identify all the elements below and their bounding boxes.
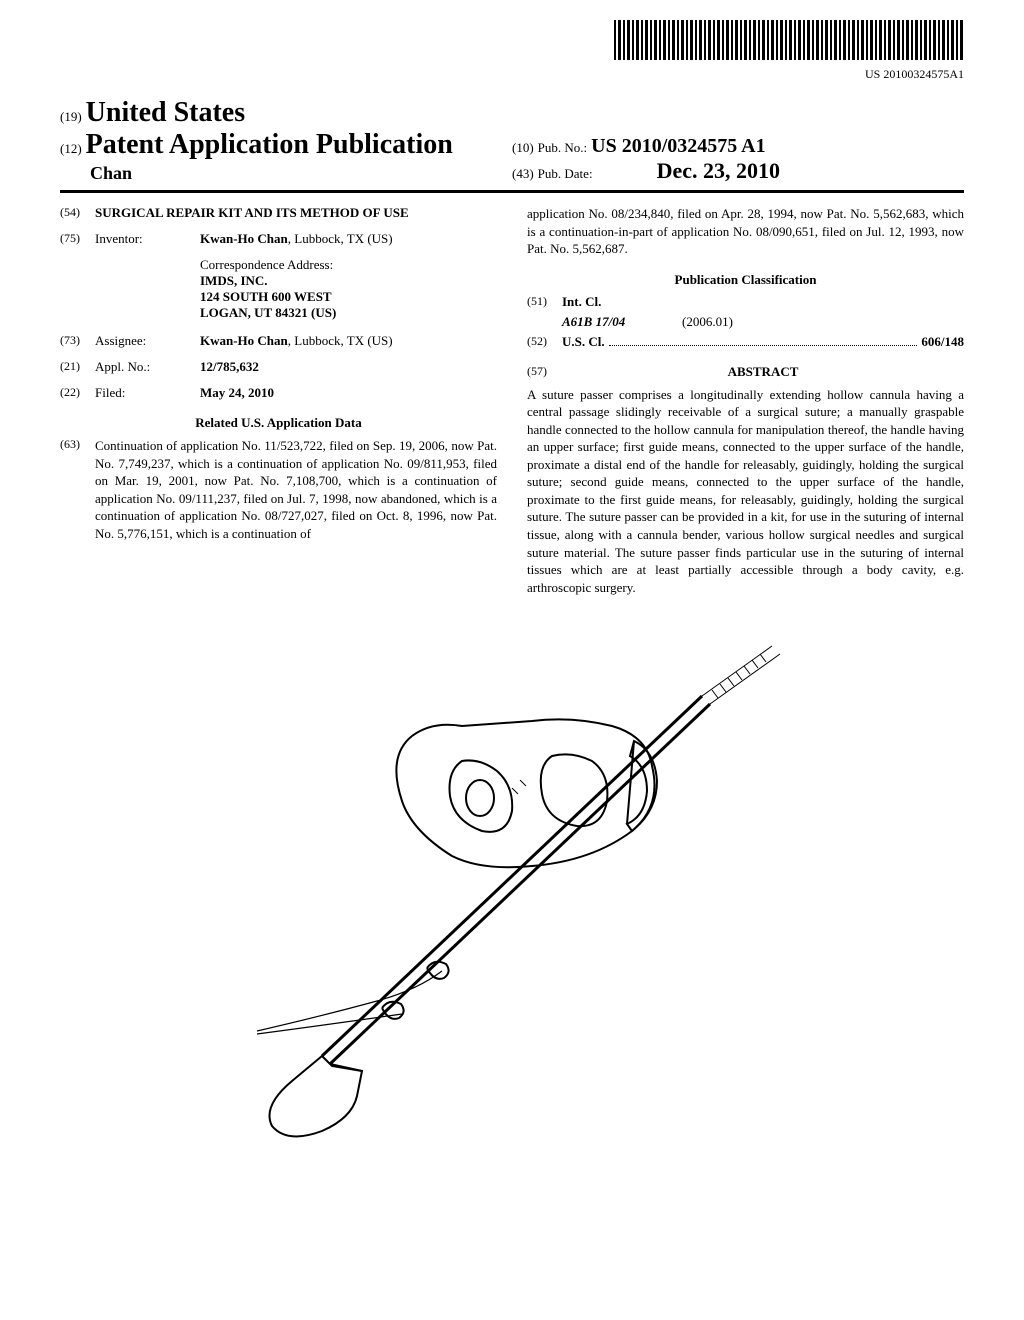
content-columns: (54) SURGICAL REPAIR KIT AND ITS METHOD … xyxy=(60,205,964,596)
related-text: Continuation of application No. 11/523,7… xyxy=(95,437,497,542)
intcl-label: Int. Cl. xyxy=(562,294,601,310)
left-column: (54) SURGICAL REPAIR KIT AND ITS METHOD … xyxy=(60,205,497,596)
right-column: application No. 08/234,840, filed on Apr… xyxy=(527,205,964,596)
pub-no-code: (10) xyxy=(512,140,534,155)
pub-no: US 2010/0324575 A1 xyxy=(591,135,765,157)
patent-figure xyxy=(202,626,822,1146)
correspondence-city: LOGAN, UT 84321 (US) xyxy=(200,305,497,321)
related-header: Related U.S. Application Data xyxy=(60,415,497,431)
pub-date-label: Pub. Date: xyxy=(538,166,593,181)
filed-date: May 24, 2010 xyxy=(200,385,497,401)
correspondence-street: 124 SOUTH 600 WEST xyxy=(200,289,497,305)
title-code: (54) xyxy=(60,205,95,221)
barcode-number: US 20100324575A1 xyxy=(60,67,964,82)
abstract-header: ABSTRACT xyxy=(562,364,964,380)
appl-no-code: (21) xyxy=(60,359,95,375)
filed-code: (22) xyxy=(60,385,95,401)
author-surname: Chan xyxy=(90,163,512,184)
figure-area xyxy=(60,626,964,1151)
intcl-code: (51) xyxy=(527,294,562,310)
intcl-date: (2006.01) xyxy=(682,314,733,330)
appl-no-label: Appl. No.: xyxy=(95,359,200,375)
uscl-class: 606/148 xyxy=(921,334,964,350)
uscl-code: (52) xyxy=(527,334,562,350)
country: United States xyxy=(86,97,245,128)
inventor-name: Kwan-Ho Chan xyxy=(200,231,288,246)
assignee-code: (73) xyxy=(60,333,95,349)
correspondence-block: Correspondence Address: IMDS, INC. 124 S… xyxy=(200,257,497,321)
assignee-name: Kwan-Ho Chan xyxy=(200,333,288,348)
assignee-loc: , Lubbock, TX (US) xyxy=(288,333,393,348)
correspondence-name: IMDS, INC. xyxy=(200,273,497,289)
title-section: (19) United States (12) Patent Applicati… xyxy=(60,97,964,184)
inventor-label: Inventor: xyxy=(95,231,200,247)
intcl-class: A61B 17/04 xyxy=(562,314,682,330)
inventor-loc: , Lubbock, TX (US) xyxy=(288,231,393,246)
barcode-image xyxy=(614,20,964,60)
barcode-section: US 20100324575A1 xyxy=(60,20,964,82)
invention-title: SURGICAL REPAIR KIT AND ITS METHOD OF US… xyxy=(95,205,497,221)
pub-type-code: (12) xyxy=(60,141,82,156)
abstract-code: (57) xyxy=(527,364,562,380)
uscl-label: U.S. Cl. xyxy=(562,334,605,350)
country-code: (19) xyxy=(60,109,82,124)
pub-no-label: Pub. No.: xyxy=(538,140,587,155)
related-code: (63) xyxy=(60,437,95,542)
divider xyxy=(60,190,964,193)
assignee-label: Assignee: xyxy=(95,333,200,349)
pub-date: Dec. 23, 2010 xyxy=(657,158,780,183)
filed-label: Filed: xyxy=(95,385,200,401)
classification-header: Publication Classification xyxy=(527,272,964,288)
dotted-line xyxy=(609,334,918,346)
inventor-code: (75) xyxy=(60,231,95,247)
related-text-cont: application No. 08/234,840, filed on Apr… xyxy=(527,205,964,258)
appl-no: 12/785,632 xyxy=(200,359,497,375)
pub-type: Patent Application Publication xyxy=(86,129,453,160)
correspondence-label: Correspondence Address: xyxy=(200,257,497,273)
pub-date-code: (43) xyxy=(512,166,534,181)
abstract-text: A suture passer comprises a longitudinal… xyxy=(527,386,964,597)
